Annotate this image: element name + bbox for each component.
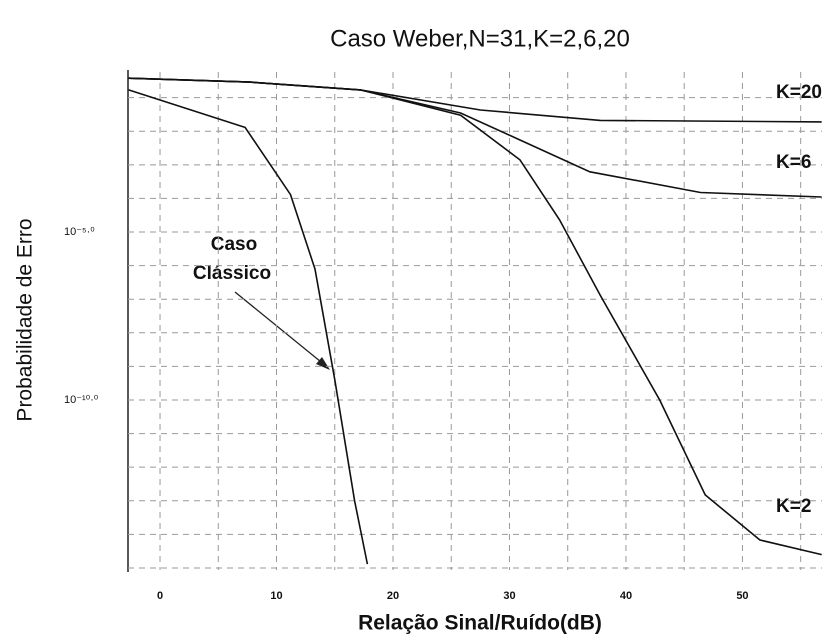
chart-title: Caso Weber,N=31,K=2,6,20 [330, 25, 630, 52]
x-tick-label: 40 [620, 590, 632, 602]
series-label: K=6 [776, 152, 811, 173]
x-tick-label: 50 [736, 590, 748, 602]
x-tick-label: 0 [157, 590, 163, 602]
arrow [234, 291, 327, 367]
x-tick-label: 30 [503, 590, 515, 602]
y-tick-label: 10⁻¹⁰·⁰ [64, 394, 99, 406]
x-tick-label: 20 [387, 590, 399, 602]
x-tick-label: 10 [270, 590, 282, 602]
line-series [128, 77, 822, 556]
series-label: K=2 [776, 496, 811, 517]
line-series [128, 89, 369, 565]
series-label: K=20 [776, 82, 822, 103]
annotation: Clássico [193, 263, 271, 284]
line-series [128, 77, 822, 198]
line-series [128, 77, 822, 123]
x-axis-label: Relação Sinal/Ruído(dB) [358, 612, 602, 635]
y-axis-label: Probabilidade de Erro [14, 218, 37, 421]
annotation: Caso [211, 234, 257, 255]
y-tick-label: 10⁻⁵·⁰ [64, 226, 95, 238]
